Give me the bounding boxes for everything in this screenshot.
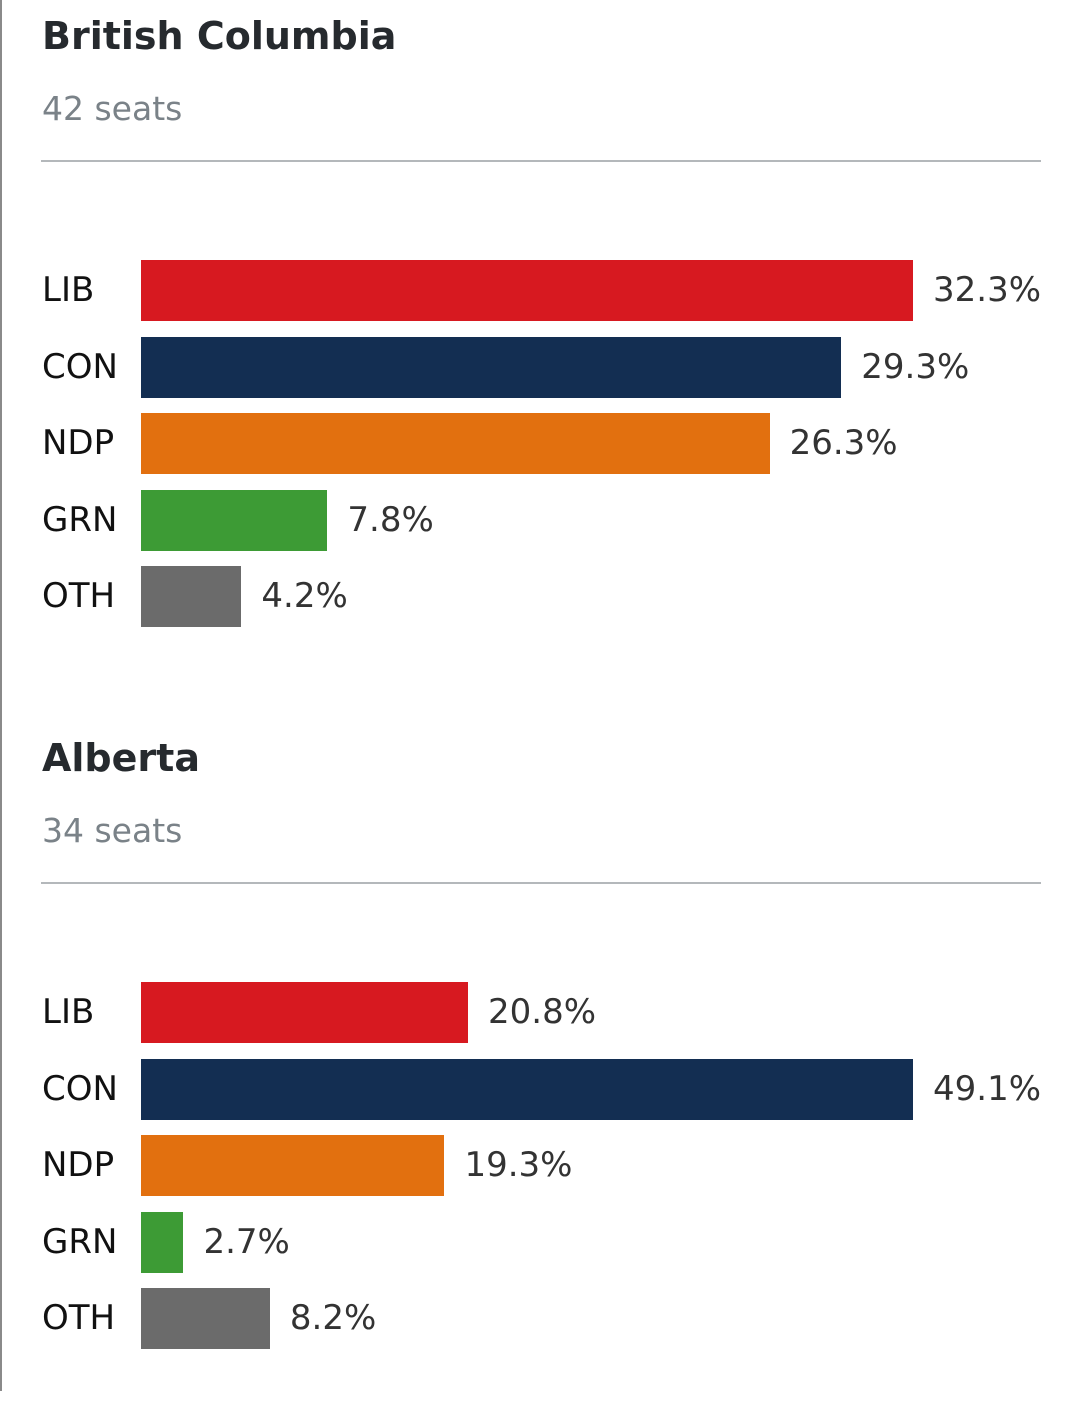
seat-count: 34 seats [42,811,183,850]
value-label: 8.2% [289,1298,377,1338]
party-label: LIB [42,992,95,1032]
bar-oth [141,566,242,627]
province-section-alberta: Alberta 34 seats LIB 20.8% CON 49.1% NDP 19.3… [0,722,1080,1422]
bar-row-grn: GRN 2.7% [0,1211,1080,1273]
bar-row-oth: OTH 8.2% [0,1288,1080,1349]
bar-row-ndp: NDP 19.3% [0,1135,1080,1196]
value-label: 26.3% [789,423,898,463]
party-label: NDP [42,423,115,463]
party-label: GRN [42,499,118,540]
province-title: Alberta [42,736,200,780]
bar-grn [141,1211,184,1273]
bar-row-con: CON 29.3% [0,336,1080,398]
divider [41,882,1041,884]
value-label: 20.8% [488,992,597,1032]
value-label: 29.3% [861,346,970,387]
bar-row-ndp: NDP 26.3% [0,413,1080,474]
seat-count: 42 seats [42,89,183,128]
party-label: NDP [42,1145,115,1185]
bar-grn [141,489,328,551]
bar-row-con: CON 49.1% [0,1058,1080,1120]
divider [41,160,1041,162]
value-label: 19.3% [464,1145,573,1185]
value-label: 7.8% [347,499,434,540]
bar-row-grn: GRN 7.8% [0,489,1080,551]
bar-row-lib: LIB 20.8% [0,982,1080,1043]
province-title: British Columbia [42,14,397,58]
bar-lib [141,982,469,1043]
bar-row-oth: OTH 4.2% [0,566,1080,627]
value-label: 49.1% [933,1068,1042,1109]
bar-lib [141,260,913,321]
bar-con [141,1058,913,1120]
bar-con [141,336,842,398]
party-label: LIB [42,270,95,310]
party-label: OTH [42,1298,116,1338]
left-border [0,0,2,1391]
bar-ndp [141,413,770,474]
party-label: OTH [42,576,116,616]
bar-row-lib: LIB 32.3% [0,260,1080,321]
bar-ndp [141,1135,445,1196]
value-label: 4.2% [261,576,348,616]
party-label: GRN [42,1221,118,1262]
party-label: CON [42,1068,118,1109]
value-label: 32.3% [933,270,1042,310]
bar-oth [141,1288,270,1349]
value-label: 2.7% [203,1221,290,1262]
party-label: CON [42,346,118,387]
province-section-british-columbia: British Columbia 42 seats LIB 32.3% CON 29.… [0,0,1080,700]
